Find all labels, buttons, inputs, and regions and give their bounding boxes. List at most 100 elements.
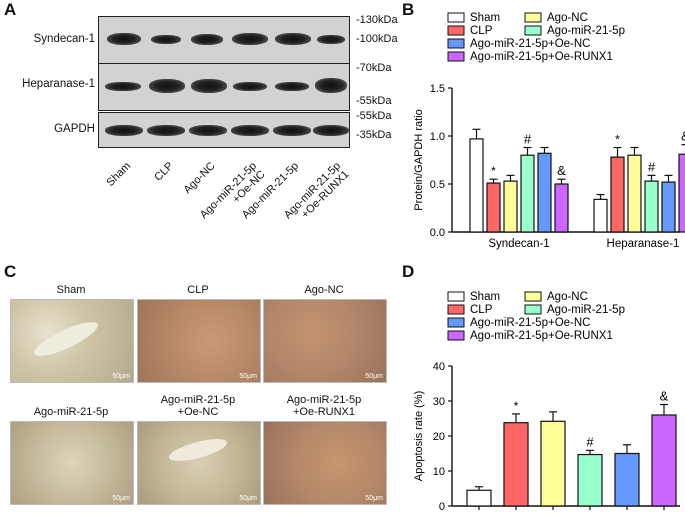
significance-mark: & [681,129,685,144]
y-axis-label: Protein/GAPDH ratio [413,109,425,210]
bar-sham [469,138,484,233]
bar-ago-nc [503,180,518,233]
bar-ago-nc [627,154,642,233]
x-category-label: Syndecan-1 [488,238,549,250]
bar-ago-mir-21-5p-oe-runx1 [554,183,569,233]
marker-100kda: -100kDa [356,33,398,45]
ihc-title-mir: Ago-miR-21-5p [33,406,109,418]
ihc-image-mir: 50μm [10,421,134,505]
ihc-title-sham: Sham [56,284,86,296]
y-tick-label: 0.5 [430,179,445,191]
bar-ago-nc [540,420,566,507]
ihc-title-oe-runx1: Ago-miR-21-5p +Oe-RUNX1 [286,394,362,418]
bar-clp [486,182,501,233]
bar-ago-mir-21-5p-oe-nc [537,152,552,233]
blot-gapdh [98,112,350,148]
bar-clp [503,422,529,507]
legend-swatch [447,317,465,328]
legend-swatch [447,291,465,302]
marker-55kda-a: -55kDa [356,95,392,107]
legend-swatch [447,38,465,49]
lane-label-clp: CLP [151,160,176,184]
bar-ago-mir-21-5p [644,180,659,233]
marker-35kda: -35kDa [356,129,392,141]
bar-ago-mir-21-5p-oe-nc [661,181,676,233]
legend-swatch [447,51,465,62]
significance-mark: # [648,159,656,174]
legend-label: Ago-miR-21-5p+Oe-NC [470,317,590,329]
panel-b-letter: B [402,0,415,19]
ihc-scale-label: 50μm [239,495,257,502]
panel-c-letter: C [4,262,17,281]
ihc-image-oe-runx1: 50μm [263,421,387,505]
blot-label-gapdh: GAPDH [54,123,95,135]
legend-label: Sham [470,12,500,24]
significance-mark: & [557,163,566,178]
legend-label: Ago-miR-21-5p [547,304,625,316]
legend-label: Ago-miR-21-5p+Oe-NC [470,38,590,50]
bar-ago-mir-21-5p [520,154,535,233]
y-tick-label: 1.5 [430,83,445,95]
legend-swatch [447,330,465,341]
blot-heparanase [98,63,350,111]
legend-swatch [524,291,542,302]
legend-label: Ago-NC [547,12,588,24]
legend-label: CLP [470,25,493,37]
legend-label: CLP [470,304,493,316]
significance-mark: & [660,389,669,404]
legend-swatch [524,304,542,315]
panel-d-letter: D [402,262,415,281]
blot-label-heparanase: Heparanase-1 [22,78,95,90]
ihc-image-oe-nc: 50μm [137,421,261,505]
y-tick-label: 1.0 [430,131,445,143]
y-tick-label: 20 [433,431,445,443]
ihc-image-ago-nc: 50μm [263,299,387,383]
y-tick-label: 0 [439,501,445,513]
lane-label-sham: Sham [104,160,134,189]
bar-sham [593,198,608,233]
y-tick-label: 0.0 [430,227,445,239]
marker-70kda: -70kDa [356,62,392,74]
legend-swatch [447,304,465,315]
blot-label-syndecan: Syndecan-1 [33,33,95,45]
ihc-scale-label: 50μm [365,495,383,502]
bar-ago-mir-21-5p-oe-runx1 [678,153,685,233]
ihc-title-clp: CLP [187,284,209,296]
y-axis-label: Apoptosis rate (%) [413,391,425,481]
marker-130kda: -130kDa [356,14,398,26]
bar-ago-mir-21-5p-oe-runx1 [651,414,677,507]
ihc-scale-label: 50μm [112,495,130,502]
ihc-scale-label: 50μm [112,373,130,380]
legend-swatch [447,12,465,23]
ihc-image-clp: 50μm [137,299,261,383]
significance-mark: * [615,133,620,147]
x-category-label: Heparanase-1 [607,238,680,250]
legend-label: Ago-NC [547,291,588,303]
marker-55kda-b: -55kDa [356,110,392,122]
legend-swatch [524,12,542,23]
y-tick-label: 40 [433,361,445,373]
legend-label: Ago-miR-21-5p+Oe-RUNX1 [470,51,613,63]
bar-clp [610,156,625,233]
blot-syndecan [98,16,350,64]
legend-label: Sham [470,291,500,303]
y-tick-label: 10 [433,466,445,478]
legend-label: Ago-miR-21-5p [547,25,625,37]
ihc-scale-label: 50μm [365,373,383,380]
ihc-image-sham: 50μm [10,299,134,383]
ihc-title-oe-nc: Ago-miR-21-5p +Oe-NC [160,394,236,418]
significance-mark: # [586,434,594,449]
lane-label-ago-nc: Ago-NC [181,160,218,197]
legend-swatch [447,25,465,36]
ihc-scale-label: 50μm [239,373,257,380]
bar-ago-mir-21-5p [577,453,603,507]
panel-a-letter: A [4,0,17,19]
bar-sham [466,489,492,507]
legend-swatch [524,25,542,36]
y-tick-label: 30 [433,396,445,408]
legend-label: Ago-miR-21-5p+Oe-RUNX1 [470,330,613,342]
ihc-title-ago-nc: Ago-NC [304,284,344,296]
significance-mark: # [524,132,532,147]
